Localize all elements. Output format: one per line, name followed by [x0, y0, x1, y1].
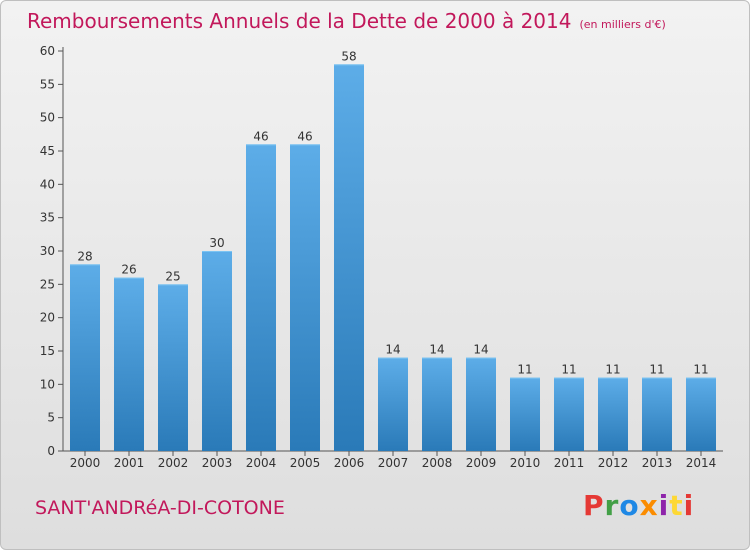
y-tick-label: 25 — [40, 277, 55, 291]
y-tick-label: 30 — [40, 244, 55, 258]
x-tick-label: 2002 — [158, 456, 189, 470]
x-tick-label: 2013 — [642, 456, 673, 470]
commune-name: SANT'ANDRéA-DI-COTONE — [35, 497, 285, 519]
data-label: 11 — [605, 363, 620, 377]
data-label: 46 — [297, 129, 312, 143]
bar — [70, 264, 100, 451]
data-label: 11 — [561, 363, 576, 377]
y-tick-label: 50 — [40, 111, 55, 125]
data-label: 58 — [341, 49, 356, 63]
x-tick-label: 2006 — [334, 456, 365, 470]
bar — [466, 357, 496, 451]
x-tick-label: 2004 — [246, 456, 277, 470]
y-tick-label: 40 — [40, 177, 55, 191]
x-tick-label: 2001 — [114, 456, 145, 470]
y-tick-label: 55 — [40, 77, 55, 91]
y-tick-label: 45 — [40, 144, 55, 158]
bar — [422, 357, 452, 451]
x-tick-label: 2007 — [378, 456, 409, 470]
bar — [510, 377, 540, 451]
bar — [378, 357, 408, 451]
data-label: 30 — [209, 236, 224, 250]
x-tick-label: 2000 — [70, 456, 101, 470]
bar — [642, 377, 672, 451]
x-tick-label: 2003 — [202, 456, 233, 470]
data-label: 11 — [649, 363, 664, 377]
y-tick-label: 35 — [40, 211, 55, 225]
chart-title: Remboursements Annuels de la Dette de 20… — [27, 9, 666, 33]
logo-letter: x — [639, 489, 659, 522]
data-label: 26 — [121, 263, 136, 277]
logo-letter: o — [619, 489, 640, 522]
y-tick-label: 0 — [47, 444, 55, 458]
data-label: 11 — [693, 363, 708, 377]
bar — [114, 277, 144, 451]
proxiti-logo[interactable]: Proxiti — [583, 489, 694, 522]
data-label: 14 — [385, 343, 400, 357]
bar — [334, 64, 364, 452]
x-tick-label: 2014 — [686, 456, 717, 470]
bar — [686, 377, 716, 451]
x-tick-label: 2011 — [554, 456, 585, 470]
bar — [158, 284, 188, 451]
bar — [202, 251, 232, 451]
logo-letter: i — [683, 489, 695, 522]
x-tick-label: 2010 — [510, 456, 541, 470]
x-tick-label: 2009 — [466, 456, 497, 470]
data-label: 28 — [77, 249, 92, 263]
chart-title-text: Remboursements Annuels de la Dette de 20… — [27, 9, 572, 33]
y-tick-label: 10 — [40, 377, 55, 391]
x-tick-label: 2012 — [598, 456, 629, 470]
bar — [554, 377, 584, 451]
data-label: 14 — [429, 343, 444, 357]
y-tick-label: 5 — [47, 411, 55, 425]
x-tick-label: 2008 — [422, 456, 453, 470]
logo-letter: P — [583, 489, 605, 522]
y-tick-label: 20 — [40, 311, 55, 325]
logo-letter: i — [658, 489, 670, 522]
chart-subtitle: (en milliers d'€) — [579, 18, 666, 31]
data-label: 46 — [253, 129, 268, 143]
data-label: 14 — [473, 343, 488, 357]
data-label: 11 — [517, 363, 532, 377]
bar — [598, 377, 628, 451]
y-tick-label: 60 — [40, 44, 55, 58]
bar — [290, 144, 320, 452]
data-label: 25 — [165, 269, 180, 283]
logo-letter: r — [604, 489, 620, 522]
logo-letter: t — [669, 489, 684, 522]
x-tick-label: 2005 — [290, 456, 321, 470]
y-tick-label: 15 — [40, 344, 55, 358]
bar — [246, 144, 276, 452]
